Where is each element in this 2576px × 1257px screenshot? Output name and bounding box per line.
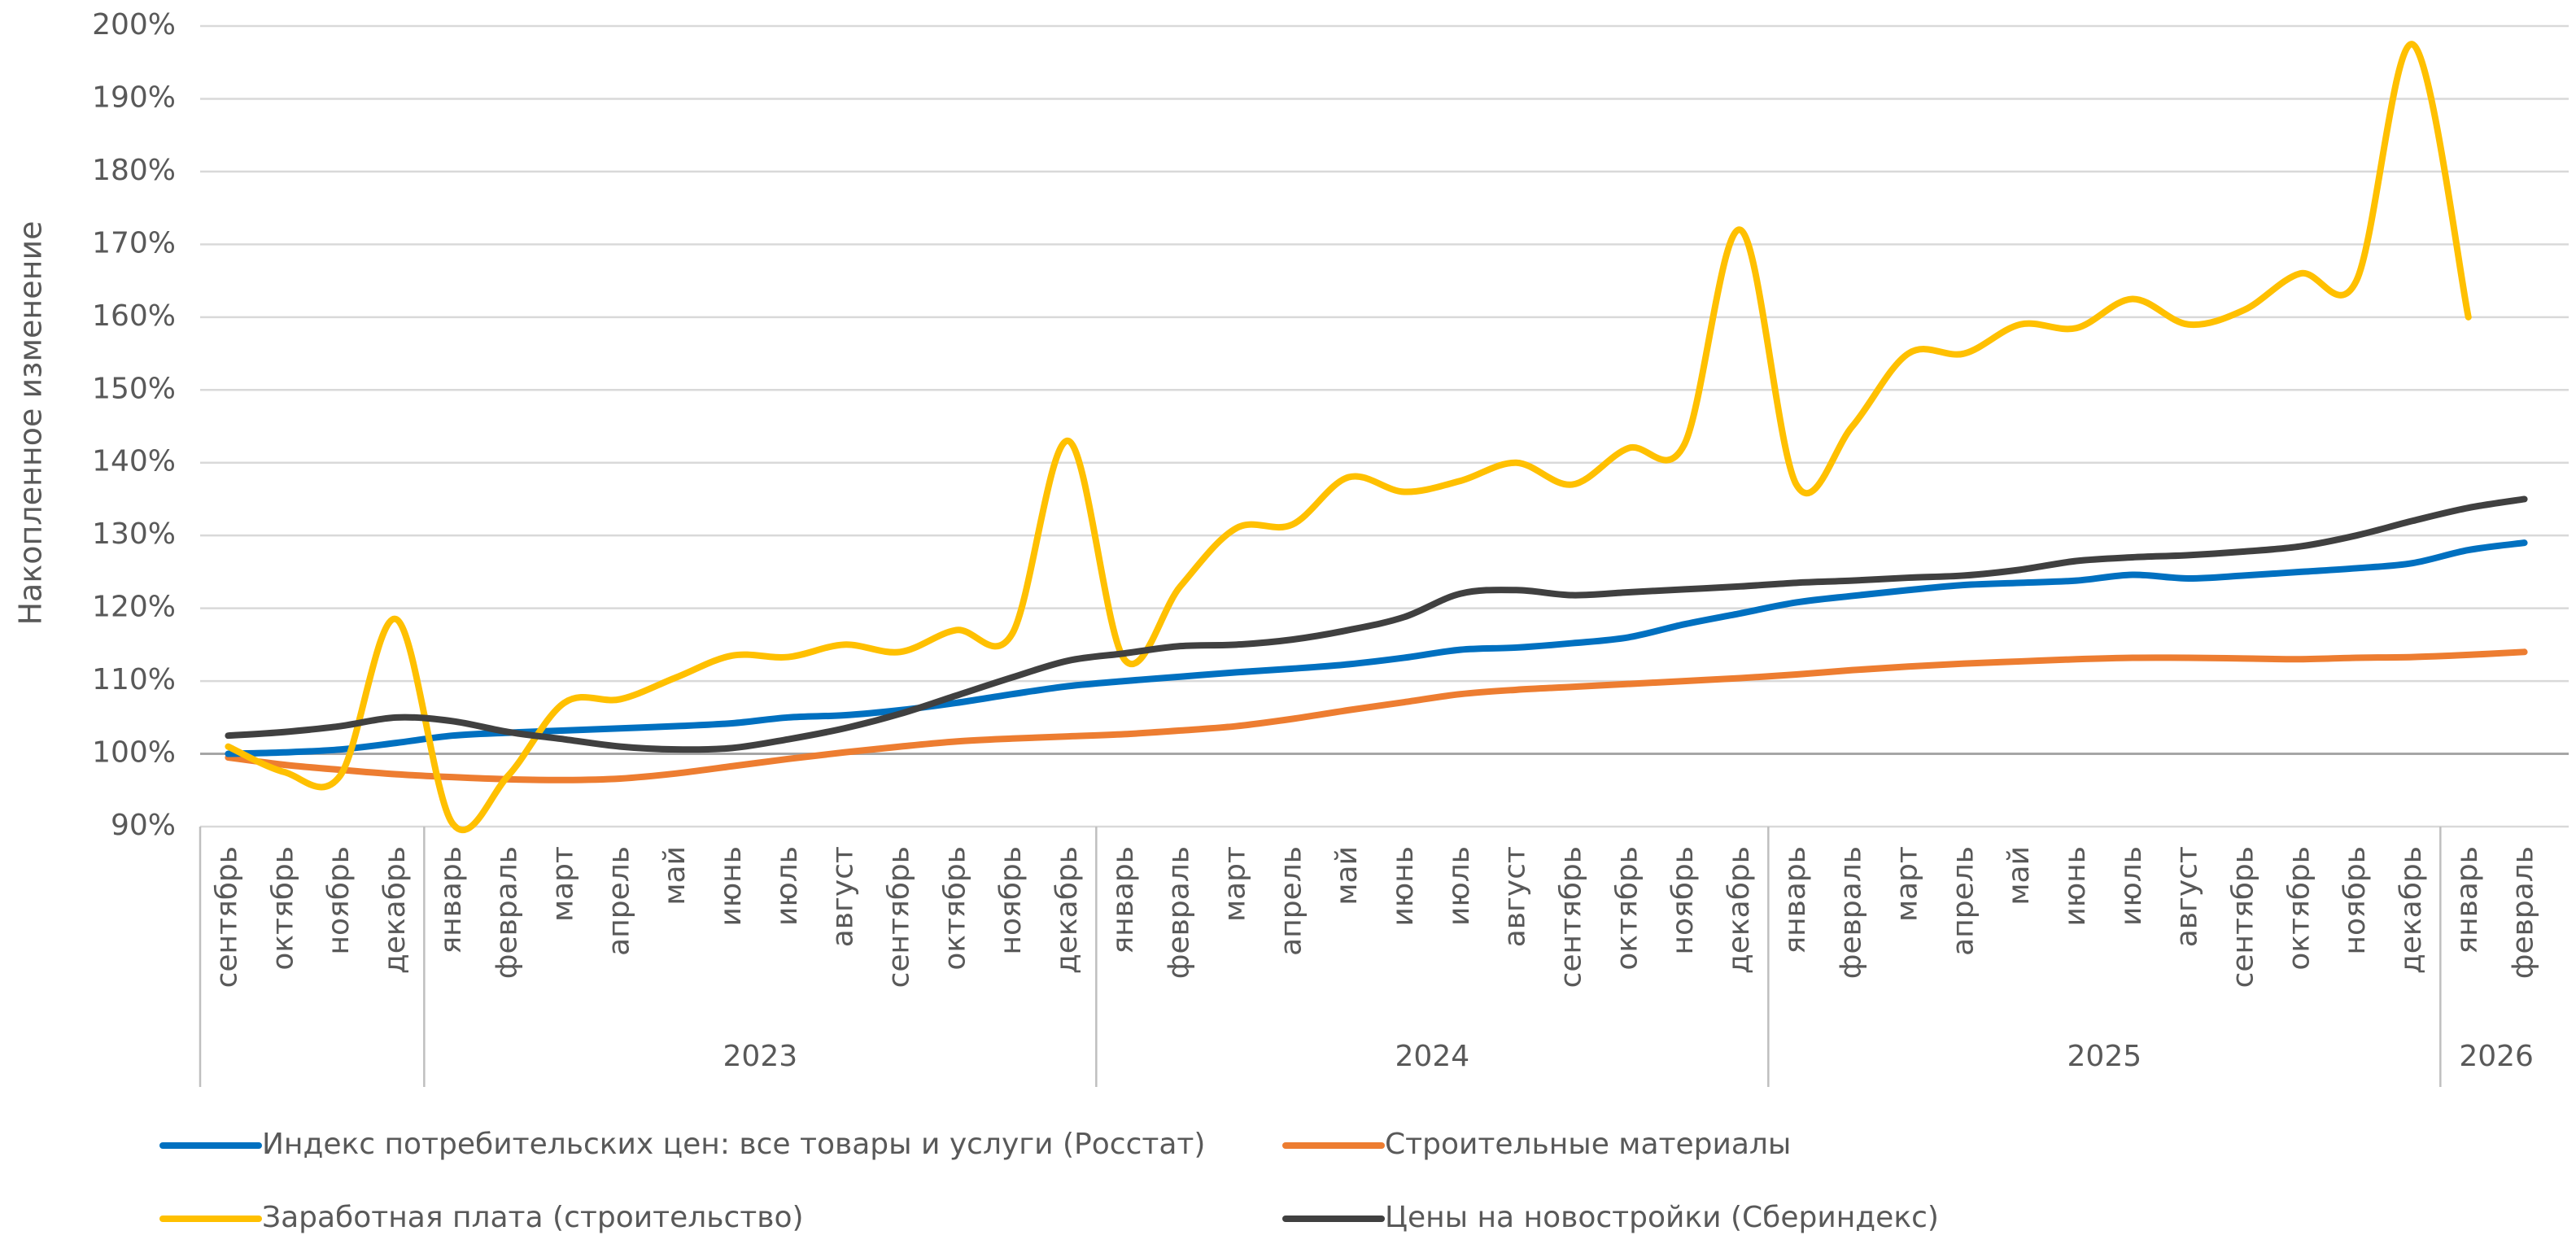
x-tick-label: август (1499, 846, 1532, 947)
x-tick-label: июнь (1386, 846, 1420, 926)
x-tick-label: сентябрь (210, 846, 243, 988)
y-tick-label: 150% (92, 372, 176, 405)
y-tick-label: 90% (111, 809, 176, 842)
x-tick-label: июль (2115, 846, 2148, 926)
x-tick-label: апрель (1274, 846, 1308, 956)
y-tick-label: 200% (92, 8, 176, 41)
x-tick-label: июль (1443, 846, 1476, 926)
y-tick-label: 170% (92, 226, 176, 260)
x-tick-label: июнь (714, 846, 748, 926)
x-tick-label: июль (771, 846, 804, 926)
y-tick-label: 130% (92, 517, 176, 551)
y-tick-label: 160% (92, 299, 176, 333)
legend-label: Строительные материалы (1385, 1128, 1791, 1161)
x-tick-label: октябрь (1610, 846, 1644, 971)
x-tick-label: май (658, 846, 692, 906)
series-line (225, 41, 2472, 834)
x-tick-label: май (1330, 846, 1364, 906)
x-tick-label: февраль (1163, 846, 1196, 979)
x-tick-label: сентябрь (882, 846, 915, 988)
x-tick-label: декабрь (2395, 846, 2428, 974)
x-tick-label: январь (1107, 846, 1140, 954)
y-tick-label: 120% (92, 591, 176, 624)
x-tick-label: декабрь (378, 846, 412, 974)
y-tick-label: 100% (92, 736, 176, 770)
x-tick-label: ноябрь (322, 846, 356, 955)
x-tick-label: ноябрь (994, 846, 1028, 955)
x-tick-label: октябрь (266, 846, 299, 971)
x-tick-label: январь (434, 846, 468, 954)
x-tick-label: декабрь (1050, 846, 1084, 974)
y-tick-label: 180% (92, 154, 176, 187)
x-tick-label: март (546, 846, 579, 922)
y-tick-label: 140% (92, 445, 176, 478)
series-line (225, 495, 2528, 753)
legend-label: Заработная плата (строительство) (262, 1201, 804, 1234)
x-tick-label: декабрь (1722, 846, 1756, 974)
y-axis-label: Накопленное изменение (13, 220, 49, 625)
x-tick-label: март (1218, 846, 1251, 922)
x-tick-label: январь (1779, 846, 1812, 954)
x-tick-label: август (2171, 846, 2204, 947)
x-tick-label: апрель (602, 846, 635, 956)
x-tick-label: апрель (1946, 846, 1980, 956)
x-tick-label: март (1890, 846, 1923, 922)
series-line (225, 539, 2528, 757)
x-tick-label: сентябрь (2226, 846, 2259, 988)
legend-label: Цены на новостройки (Сбериндекс) (1385, 1201, 1939, 1234)
group-label: 2024 (1395, 1040, 1470, 1073)
y-tick-label: 190% (92, 81, 176, 114)
x-tick-label: февраль (2507, 846, 2540, 979)
group-label: 2026 (2459, 1040, 2534, 1073)
series-line (225, 648, 2528, 783)
x-tick-label: январь (2451, 846, 2484, 954)
group-label: 2025 (2067, 1040, 2142, 1073)
group-label: 2023 (723, 1040, 798, 1073)
legend-label: Индекс потребительских цен: все товары и… (262, 1128, 1205, 1161)
x-tick-label: май (2002, 846, 2036, 906)
x-tick-label: сентябрь (1554, 846, 1587, 988)
x-tick-label: февраль (1835, 846, 1868, 979)
x-tick-label: октябрь (2282, 846, 2316, 971)
x-tick-label: ноябрь (1666, 846, 1700, 955)
x-tick-label: февраль (491, 846, 524, 979)
x-tick-label: октябрь (938, 846, 971, 971)
x-tick-label: ноябрь (2338, 846, 2372, 955)
x-tick-label: июнь (2059, 846, 2092, 926)
x-tick-label: август (827, 846, 860, 947)
y-tick-label: 110% (92, 663, 176, 696)
